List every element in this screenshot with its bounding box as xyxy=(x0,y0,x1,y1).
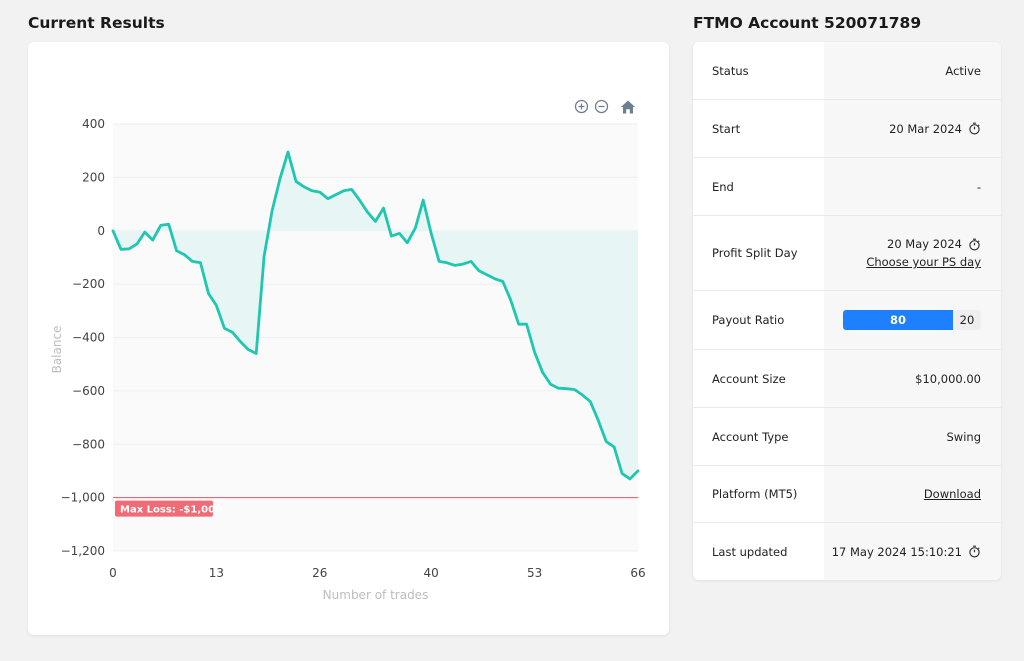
balance-chart: 400 200 0 −200 −400 −600 −800 −1,000 −1,200 0 13 26… xyxy=(50,117,646,602)
end-row: End - xyxy=(693,158,1001,216)
payout-ratio-label: Payout Ratio xyxy=(712,313,785,327)
y-tick-label: −1,200 xyxy=(61,544,105,558)
payout-ratio-row: Payout Ratio 80 20 xyxy=(693,291,1001,350)
x-tick-label: 40 xyxy=(424,566,439,580)
x-tick-label: 26 xyxy=(312,566,327,580)
last-updated-label: Last updated xyxy=(712,544,788,559)
account-type-value: Swing xyxy=(946,429,982,444)
zoom-in-icon[interactable] xyxy=(574,99,589,114)
platform-label: Platform (MT5) xyxy=(712,487,798,501)
platform-row: Platform (MT5) Download xyxy=(693,466,1001,523)
y-tick-label: −400 xyxy=(72,331,105,345)
y-tick-label: −800 xyxy=(72,437,105,451)
chart-card: 400 200 0 −200 −400 −600 −800 −1,000 −1,200 0 13 26… xyxy=(28,42,669,635)
y-tick-label: 400 xyxy=(82,117,105,131)
timer-icon xyxy=(968,545,981,558)
payout-ratio-bar: 80 20 xyxy=(843,310,981,330)
account-size-row: Account Size $10,000.00 xyxy=(693,350,1001,408)
payout-trader-share: 80 xyxy=(843,310,953,330)
max-loss-label: Max Loss: -$1,000 xyxy=(120,505,222,516)
zoom-out-icon[interactable] xyxy=(594,99,609,114)
account-type-row: Account Type Swing xyxy=(693,408,1001,466)
end-label: End xyxy=(712,179,734,194)
start-row: Start 20 Mar 2024 xyxy=(693,100,1001,158)
balance-area xyxy=(113,152,638,479)
payout-firm-share: 20 xyxy=(953,310,981,330)
last-updated-row: Last updated 17 May 2024 15:10:21 xyxy=(693,523,1001,580)
last-updated-value: 17 May 2024 15:10:21 xyxy=(831,544,962,559)
current-results-title: Current Results xyxy=(28,14,165,32)
start-label: Start xyxy=(712,121,741,136)
x-tick-label: 53 xyxy=(527,566,542,580)
choose-ps-day-link[interactable]: Choose your PS day xyxy=(866,255,981,269)
y-tick-label: −200 xyxy=(72,277,105,291)
home-icon[interactable] xyxy=(620,99,636,115)
account-size-value: $10,000.00 xyxy=(915,371,981,386)
balance-line xyxy=(111,150,640,481)
account-size-label: Account Size xyxy=(712,371,786,386)
account-type-label: Account Type xyxy=(712,429,789,444)
y-tick-label: 200 xyxy=(82,170,105,184)
status-value: Active xyxy=(945,63,981,78)
profit-split-value: 20 May 2024 xyxy=(887,237,962,251)
download-link[interactable]: Download xyxy=(923,487,981,501)
x-tick-label: 0 xyxy=(109,566,117,580)
y-tick-label: −1,000 xyxy=(61,491,105,505)
x-axis-label: Number of trades xyxy=(323,588,429,602)
timer-icon xyxy=(968,238,981,251)
status-row: Status Active xyxy=(693,42,1001,100)
max-loss-badge xyxy=(115,500,213,517)
x-tick-label: 66 xyxy=(630,566,645,580)
account-info-card: Status Active Start 20 Mar 2024 End - Pr… xyxy=(693,42,1001,580)
x-tick-label: 13 xyxy=(209,566,224,580)
y-tick-label: 0 xyxy=(97,224,105,238)
start-value: 20 Mar 2024 xyxy=(889,121,962,136)
profit-split-label: Profit Split Day xyxy=(712,246,798,260)
account-title: FTMO Account 520071789 xyxy=(693,14,922,32)
timer-icon xyxy=(968,122,981,135)
status-label: Status xyxy=(712,63,749,78)
y-tick-label: −600 xyxy=(72,384,105,398)
y-axis-label: Balance xyxy=(50,326,64,374)
end-value: - xyxy=(976,179,981,194)
profit-split-row: Profit Split Day 20 May 2024 Choose your… xyxy=(693,216,1001,291)
